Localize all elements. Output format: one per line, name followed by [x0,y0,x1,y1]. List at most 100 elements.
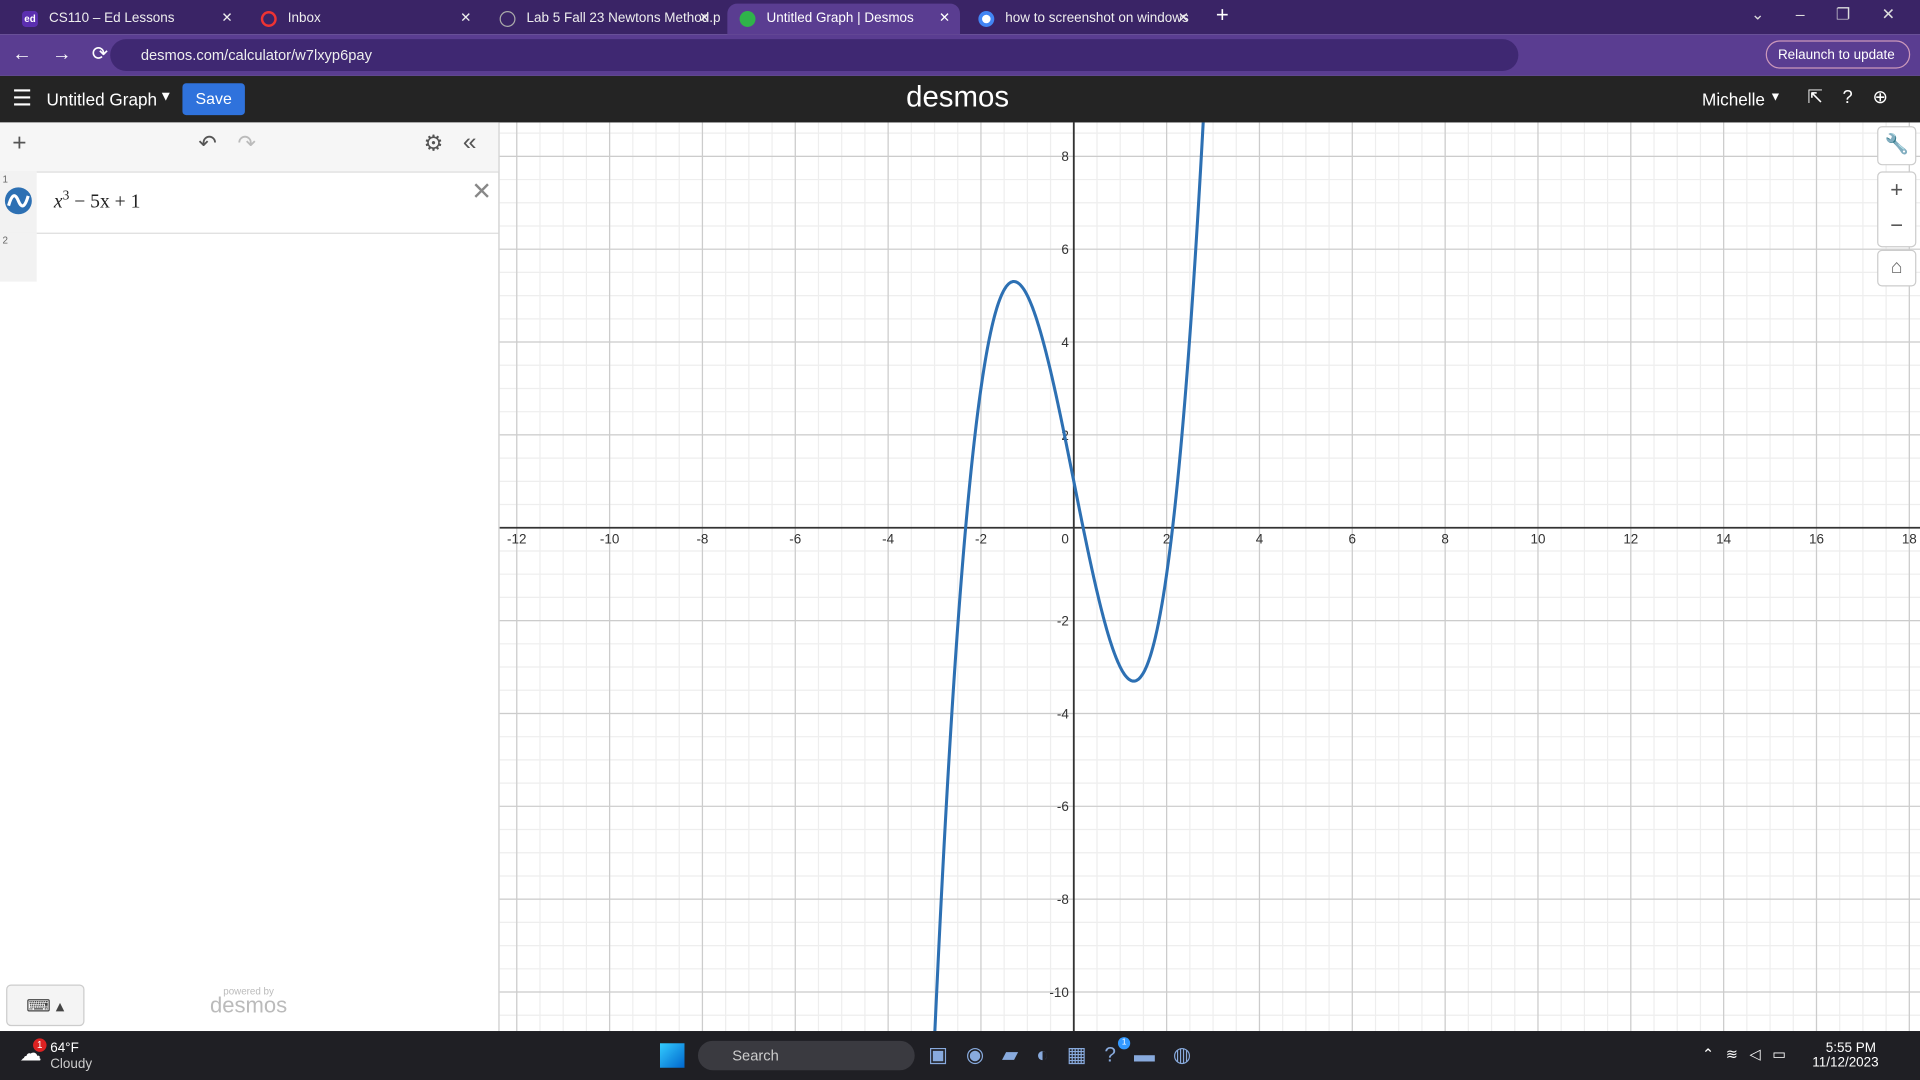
condition: Cloudy [50,1056,93,1072]
decoration: ✕ [698,11,711,26]
tray-icons[interactable]: ⌃ ≋ ◁ ▭ [1702,1045,1787,1063]
tab-icon [739,11,756,27]
keypad-toggle[interactable]: ⌨ ▴ [6,984,85,1027]
y-tick-label: -2 [1057,614,1069,629]
save-button[interactable]: Save [182,83,245,116]
tab[interactable]: Inbox ✕ [249,4,482,35]
y-tick-label: -4 [1057,706,1069,721]
weather-badge: 1 [33,1038,47,1052]
tab-title: Lab 5 Fall 23 Newtons Method.p [526,11,721,26]
expression-panel: + ↶ ↷ ⚙ « 1 x3 − 5x + 1 ✕ 2 ⌨ ▴ powered … [0,122,500,1032]
y-tick-label: 4 [1061,335,1069,350]
expression-index: 1 [2,173,8,185]
undo[interactable]: ↶ [198,131,217,156]
logo: desmos [906,80,1010,114]
zoom-buttons[interactable]: + − [1877,171,1917,248]
gutter: 2 [0,232,37,282]
tab-title: Inbox [287,11,321,26]
x-tick-label: 2 [1163,532,1170,547]
expression-index: 2 [2,235,8,247]
tab-title: how to screenshot on windows [1005,11,1189,26]
tab-icon [499,11,516,27]
x-tick-label: 18 [1902,532,1917,547]
gutter: 1 [0,171,37,233]
tab[interactable]: how to screenshot on windows ✕ [966,4,1199,35]
menu-button[interactable]: ☰ [12,85,33,111]
graph-title[interactable]: Untitled Graph [46,89,158,109]
decoration: ✕ [221,11,233,26]
x-tick-label: 8 [1441,532,1448,547]
expression-row[interactable]: 1 x3 − 5x + 1 ✕ [0,171,499,234]
app-badge: 1 [1117,1037,1131,1050]
expression-toolbar: + ↶ ↷ ⚙ « [0,122,499,173]
header-icons[interactable]: ⇱ ? ⊕ [1807,86,1888,108]
x-tick-label: -12 [507,532,526,547]
nav-buttons[interactable]: ← → ⟳ [12,44,109,65]
x-tick-label: 16 [1809,532,1824,547]
expression: x3 − 5x + 1 [54,189,141,214]
add-button[interactable]: + [12,129,27,157]
x-tick-label: 10 [1530,532,1545,547]
y-tick-label: -10 [1049,985,1068,1000]
decoration: ✕ [938,11,951,26]
expression-base: x [53,191,63,213]
x-tick-label: -10 [600,532,619,547]
home-button[interactable]: ⌂ [1877,249,1917,287]
expression-power: 3 [62,188,70,204]
clock[interactable]: 5:55 PM 11/12/2023 [1812,1040,1879,1071]
tab-icon [260,11,277,27]
tab-strip: ed CS110 – Ed Lessons ✕ Inbox ✕ Lab 5 Fall … [0,0,1920,35]
search-box[interactable]: Search [697,1040,915,1071]
x-tick-label: -8 [696,532,708,547]
pinned-apps[interactable]: ▣ ◉ ▰ ◐ ▦ ? ▬ ◍ [928,1043,1192,1067]
tab-icon: ed [22,11,38,27]
tab-icon [978,11,995,27]
tab-title: CS110 – Ed Lessons [48,11,175,26]
address-bar: ← → ⟳ desmos.com/calculator/w7lxyp6pay R… [0,34,1920,76]
settings[interactable]: ⚙ [423,131,444,156]
taskbar: ☁ 1 64°F Cloudy Search ▣ ◉ ▰ ◐ ▦ ? ▬ ◍ 1… [0,1031,1920,1080]
x-tick-label: 4 [1256,532,1264,547]
decoration: ✕ [1177,11,1189,26]
x-tick-label: -6 [789,532,801,547]
x-tick-label: -4 [882,532,894,547]
graph-settings[interactable]: 🔧 [1877,126,1917,166]
start-button[interactable] [660,1043,685,1068]
relaunch-button[interactable]: Relaunch to update [1765,40,1911,69]
powered-by: powered by desmos [208,986,289,1019]
expression-row[interactable]: 2 [0,232,498,282]
date: 11/12/2023 [1812,1055,1879,1071]
user-dropdown[interactable]: ▼ [1769,90,1782,105]
new-tab[interactable]: + [1215,2,1229,27]
tab-title: Untitled Graph | Desmos [766,11,914,26]
expression-tail: − 5x + 1 [74,191,141,213]
time: 5:55 PM [1825,1040,1876,1056]
user-menu[interactable]: Michelle [1702,89,1765,109]
tab[interactable]: Lab 5 Fall 23 Newtons Method.p ✕ [487,4,720,35]
curve-icon[interactable] [4,186,33,215]
url-field[interactable]: desmos.com/calculator/w7lxyp6pay [110,39,1519,72]
decoration: ✕ [460,11,472,26]
title-dropdown[interactable]: ▼ [159,89,173,105]
function-curve [933,122,1205,1032]
collapse[interactable]: « [462,128,477,156]
desmos-header: ☰ Untitled Graph ▼ Save desmos Michelle … [0,75,1920,123]
redo[interactable]: ↷ [237,131,257,156]
y-tick-label: 8 [1061,149,1068,164]
x-tick-label: 0 [1061,532,1068,547]
temperature: 64°F [50,1040,79,1056]
tab[interactable]: Untitled Graph | Desmos ✕ [727,3,961,35]
x-tick-label: -2 [975,532,987,547]
x-tick-label: 12 [1623,532,1638,547]
powered-text: powered by [223,985,274,997]
y-tick-label: 6 [1061,242,1068,257]
tab[interactable]: ed CS110 – Ed Lessons ✕ [10,4,243,35]
y-tick-label: -8 [1057,892,1069,907]
y-tick-label: -6 [1057,799,1069,814]
decoration [7,194,30,208]
window-controls[interactable]: ⌄ – ❐ ✕ [1751,4,1895,24]
x-tick-label: 6 [1349,532,1356,547]
graph-paper[interactable]: -12 -10 -8 -6 -4 -2 0 2 4 6 8 10 12 14 16 18 -10 -8 -6 -4 -2… [499,122,1920,1032]
delete-expression[interactable]: ✕ [471,178,492,206]
